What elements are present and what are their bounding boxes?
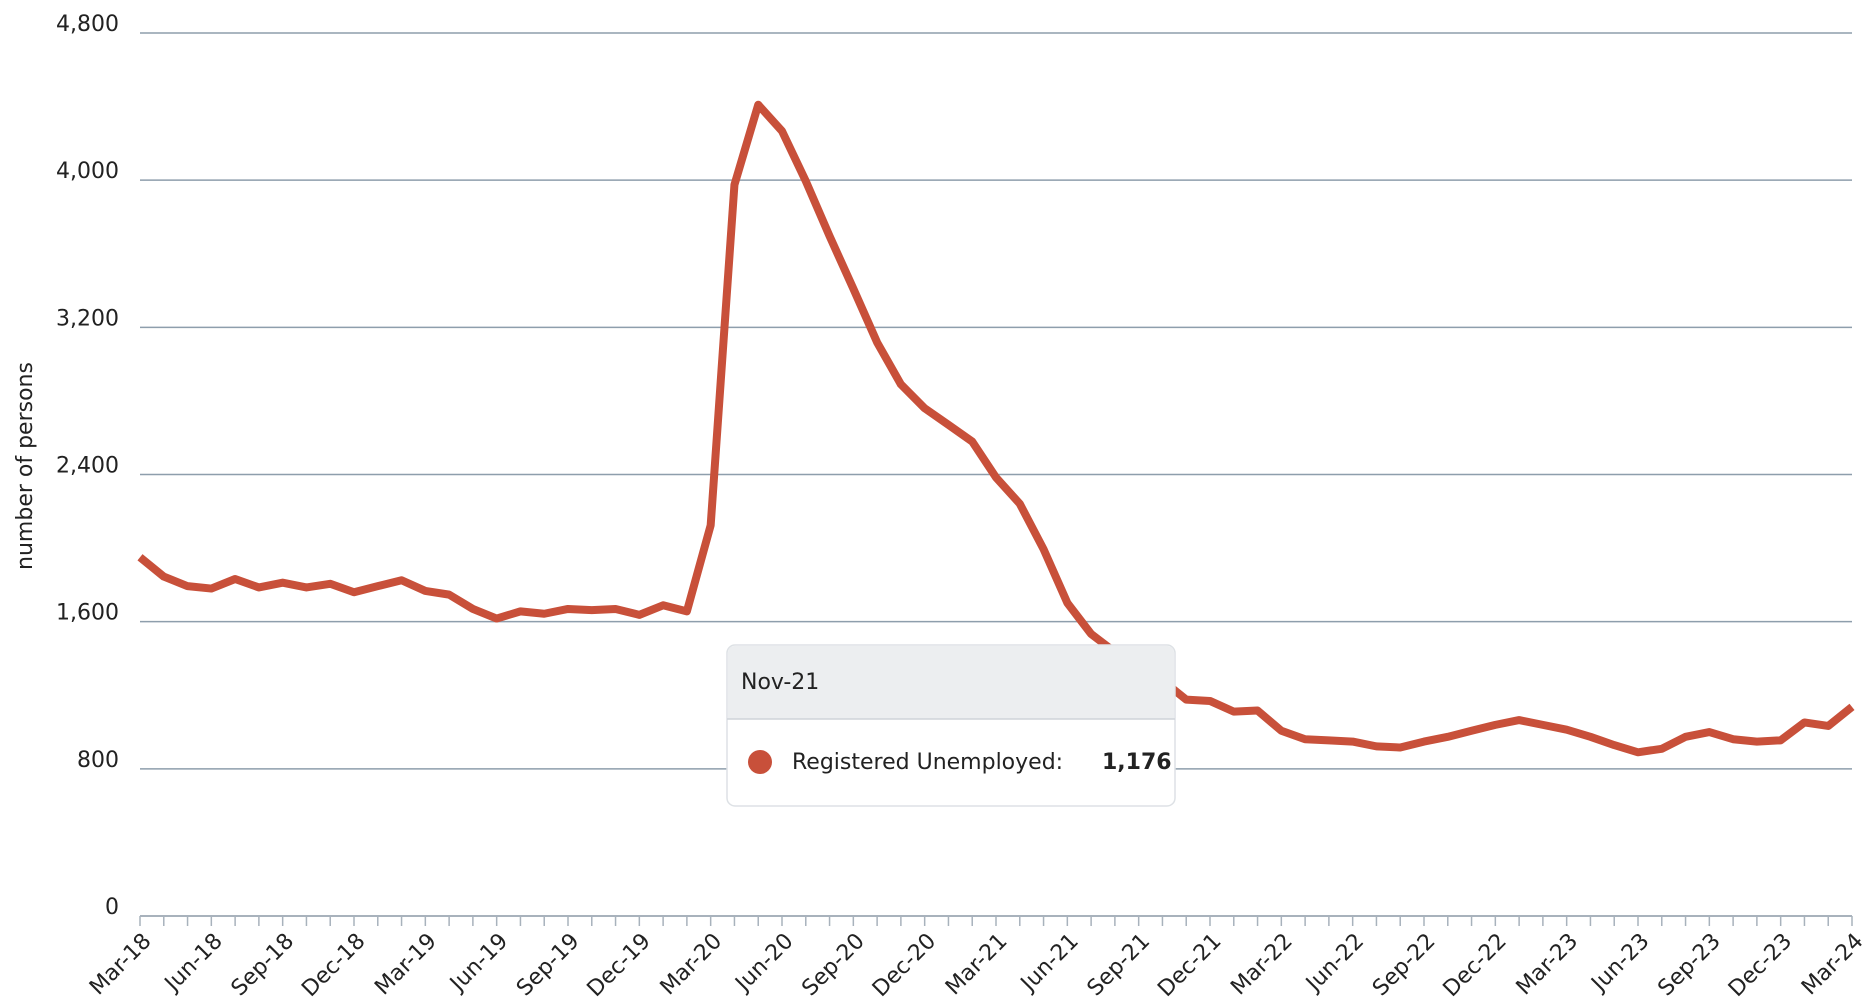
line (137, 100, 1855, 757)
x-tick-label: Dec-22 (1439, 929, 1512, 1001)
x-tick-label: Sep-18 (227, 929, 299, 1001)
x-tick-label: Dec-23 (1724, 929, 1797, 1001)
y-tick-label: 800 (77, 748, 119, 773)
tooltip-series: Registered Unemployed: (792, 750, 1063, 775)
x-tick-label: Mar-21 (941, 929, 1012, 1000)
x-tick-label: Jun-23 (1586, 929, 1655, 998)
tooltip-value: 1,176 (1102, 750, 1172, 775)
x-tick-label: Dec-19 (583, 929, 656, 1001)
x-tick-label: Jun-19 (444, 929, 513, 998)
x-tick-label: Dec-20 (868, 929, 941, 1001)
x-tick-label: Mar-19 (370, 929, 441, 1000)
x-tick-label: Jun-21 (1015, 929, 1084, 998)
x-tick-label: Dec-21 (1153, 929, 1226, 1001)
y-tick-label: 3,200 (56, 306, 119, 331)
x-tick-label: Sep-20 (797, 929, 869, 1001)
y-tick-label: 4,000 (56, 159, 119, 184)
x-tick-label: Jun-20 (730, 929, 799, 998)
x-tick-label: Jun-22 (1300, 929, 1369, 998)
x-tick-label: Mar-20 (656, 929, 727, 1000)
y-tick-label: 4,800 (56, 12, 119, 37)
x-tick-label: Mar-18 (85, 929, 156, 1000)
y-tick-label: 2,400 (56, 454, 119, 479)
tooltip-marker (748, 750, 772, 774)
x-tick-label: Jun-18 (159, 929, 228, 998)
tooltip-title: Nov-21 (741, 670, 819, 695)
tooltip: Nov-21 Registered Unemployed: 1,176 (726, 644, 1176, 807)
x-tick-label: Sep-23 (1653, 929, 1725, 1001)
x-tick-label: Mar-24 (1797, 929, 1868, 1000)
x-tick-label: Dec-18 (297, 929, 370, 1001)
y-tick-label: 1,600 (56, 601, 119, 626)
y-axis-label: number of persons (13, 362, 38, 570)
y-tick-label: 0 (105, 895, 119, 920)
x-tick-label: Sep-22 (1368, 929, 1440, 1001)
x-tick-label: Sep-19 (512, 929, 584, 1001)
x-tick-label: Mar-22 (1226, 929, 1297, 1000)
tooltip-header (728, 646, 1174, 719)
x-tick-label: Sep-21 (1083, 929, 1155, 1001)
x-tick-label: Mar-23 (1512, 929, 1583, 1000)
